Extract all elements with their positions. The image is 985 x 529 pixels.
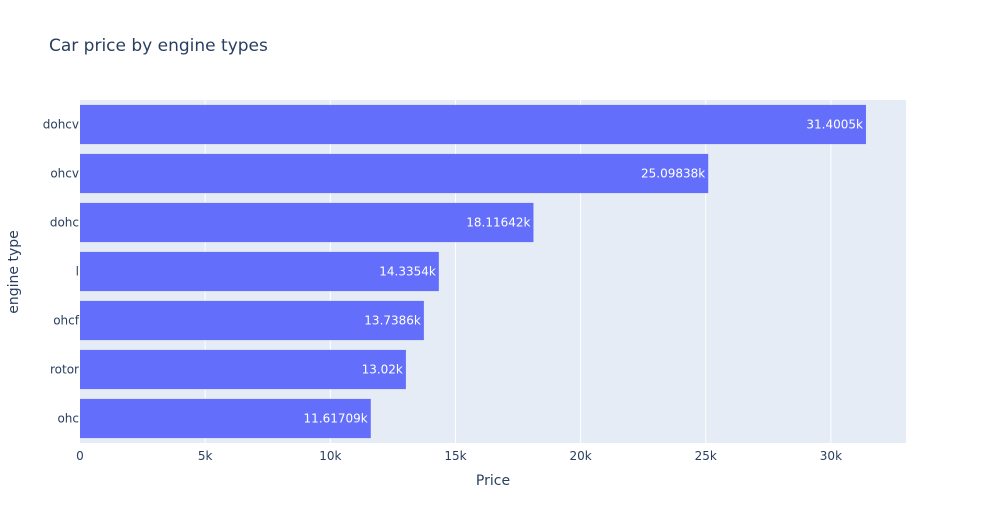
y-tick-label: dohc [50, 216, 79, 230]
bar-ohc [80, 398, 371, 439]
bar-dohcv [80, 104, 866, 145]
x-axis-ticks: 0 5k 10k 15k 20k 25k 30k [76, 449, 842, 463]
x-tick-label: 20k [569, 449, 591, 463]
bar-value-label: 31.4005k [806, 118, 863, 132]
bar-value-label: 11.61709k [304, 412, 368, 426]
bar-value-label: 18.11642k [466, 216, 530, 230]
bar-ohcf [80, 300, 424, 341]
bar-value-label: 14.3354k [379, 265, 436, 279]
x-tick-label: 25k [695, 449, 717, 463]
y-tick-label: ohc [57, 412, 79, 426]
x-tick-label: 10k [319, 449, 341, 463]
x-tick-label: 15k [444, 449, 466, 463]
bar-value-label: 25.09838k [641, 167, 705, 181]
bar-l [80, 251, 439, 292]
bars [80, 104, 866, 439]
x-tick-label: 30k [820, 449, 842, 463]
bar-rotor [80, 349, 406, 390]
bar-value-label: 13.7386k [364, 314, 421, 328]
bar-dohc [80, 202, 534, 243]
chart-title: Car price by engine types [49, 36, 268, 56]
y-tick-label: dohcv [43, 118, 79, 132]
y-tick-label: rotor [50, 363, 79, 377]
bar-labels: 31.4005k 25.09838k 18.11642k 14.3354k 13.738… [304, 118, 863, 426]
y-tick-label: ohcf [53, 314, 80, 328]
x-axis-title: Price [476, 473, 510, 489]
bar-value-label: 13.02k [362, 363, 403, 377]
x-tick-label: 0 [76, 449, 84, 463]
x-tick-label: 5k [198, 449, 213, 463]
y-axis-title: engine type [6, 230, 22, 313]
bar-ohcv [80, 153, 709, 194]
y-axis-ticks: dohcv ohcv dohc l ohcf rotor ohc [43, 118, 80, 426]
y-tick-label: l [76, 265, 79, 279]
y-tick-label: ohcv [50, 167, 79, 181]
